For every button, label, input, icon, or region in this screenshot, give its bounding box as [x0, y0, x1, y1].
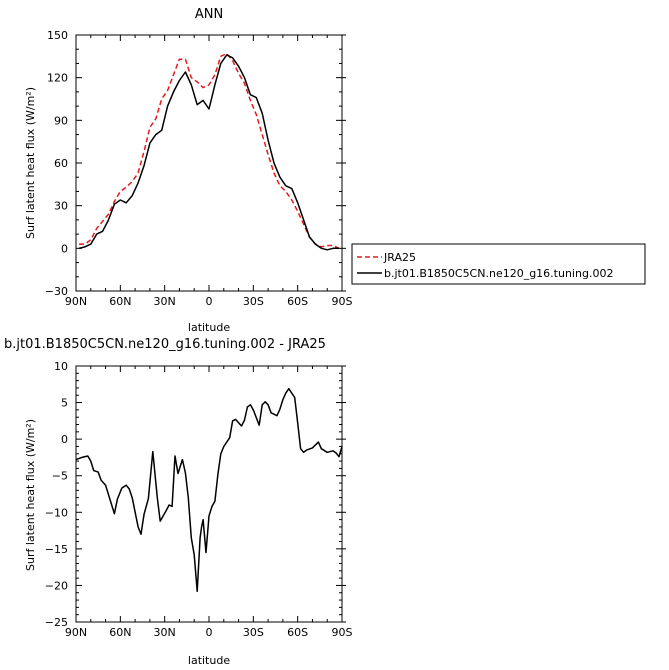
bottom-x-tick-label: 30S [243, 626, 264, 639]
top-y-tick-label: 90 [54, 114, 68, 127]
top-y-tick-label: 30 [54, 200, 68, 213]
bottom-x-tick-label: 60N [109, 626, 131, 639]
legend-label-jra25: JRA25 [383, 251, 416, 264]
top-x-tick-label: 90S [332, 295, 353, 308]
bottom-x-tick-label: 30N [154, 626, 176, 639]
bottom-y-tick-label: −10 [45, 506, 68, 519]
bottom-x-tick-label: 60S [287, 626, 308, 639]
bottom-y-tick-label: −5 [52, 470, 68, 483]
top-y-tick-label: −30 [45, 285, 68, 298]
top-panel: ANN 90N 60N 30N 0 30S 60S 90S−300306090120150 … [24, 7, 353, 334]
top-chart-title: ANN [195, 7, 223, 22]
top-y-tick-label: 120 [47, 72, 68, 85]
top-y-tick-label: 150 [47, 29, 68, 42]
top-x-tick-label: 0 [206, 295, 213, 308]
bottom-y-tick-label: −25 [45, 616, 68, 629]
bottom-panel: b.jt01.B1850C5CN.ne120_g16.tuning.002 - … [4, 337, 353, 667]
bottom-x-tick-label: 90N [65, 626, 87, 639]
top-y-axis-label: Surf latent heat flux (W/m²) [24, 87, 37, 239]
bottom-series-line-0 [75, 387, 343, 593]
legend: JRA25 b.jt01.B1850C5CN.ne120_g16.tuning.… [351, 243, 646, 285]
legend-label-model: b.jt01.B1850C5CN.ne120_g16.tuning.002 [384, 267, 613, 280]
bottom-chart-title: b.jt01.B1850C5CN.ne120_g16.tuning.002 - … [4, 337, 326, 352]
bottom-x-tick-label: 90S [332, 626, 353, 639]
bottom-y-tick-label: 5 [61, 397, 68, 410]
top-y-tick-label: 0 [61, 242, 68, 255]
top-x-tick-label: 30N [154, 295, 176, 308]
top-plot-frame [75, 34, 343, 292]
bottom-plot-frame [75, 365, 343, 623]
top-x-axis-label: latitude [188, 321, 230, 334]
top-series-line-1 [78, 54, 339, 251]
top-x-tick-label: 60N [109, 295, 131, 308]
bottom-y-tick-label: −20 [45, 579, 68, 592]
bottom-plot-area: 90N 60N 30N 0 30S 60S 90S −25 −20 −15 −10 −5 0 5 10 [45, 360, 353, 639]
legend-box [351, 243, 646, 285]
bottom-x-tick-label: 0 [206, 626, 213, 639]
top-y-tick-label: 60 [54, 157, 68, 170]
bottom-y-tick-label: −15 [45, 543, 68, 556]
top-plot-area: 90N 60N 30N 0 30S 60S 90S −30 0 30 60 90 120 150 [45, 29, 353, 308]
top-x-tick-label: 90N [65, 295, 87, 308]
top-series-line-0 [79, 52, 340, 249]
bottom-y-axis-label: Surf latent heat flux (W/m²) [24, 419, 37, 571]
top-x-tick-label: 30S [243, 295, 264, 308]
bottom-x-axis-label: latitude [188, 654, 230, 667]
bottom-y-tick-label: 10 [54, 360, 68, 373]
bottom-y-tick-label: 0 [61, 433, 68, 446]
top-x-tick-label: 60S [287, 295, 308, 308]
